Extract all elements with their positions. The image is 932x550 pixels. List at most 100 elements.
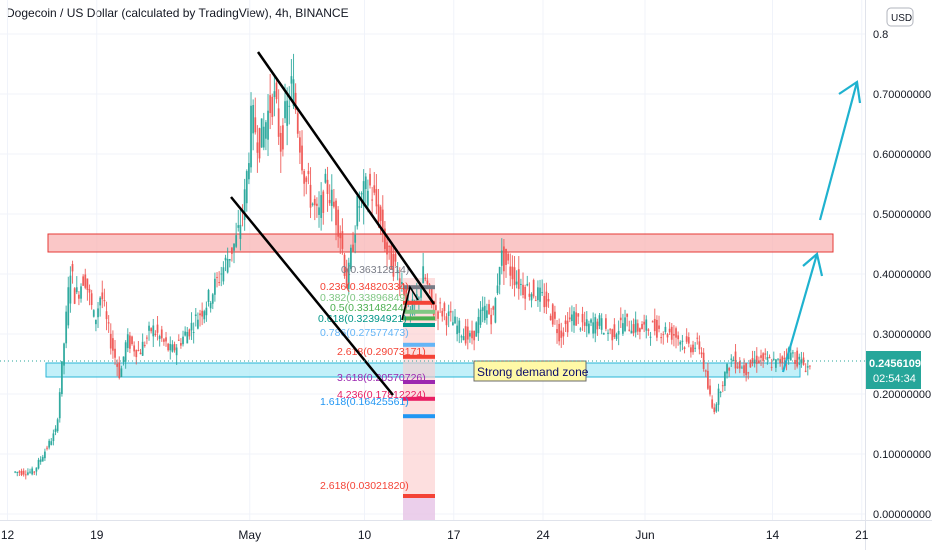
candle-body (339, 232, 342, 239)
candle-body (809, 365, 811, 367)
candle-body (18, 471, 21, 473)
candle-body (488, 304, 490, 314)
candle-body (617, 330, 620, 335)
candle-body (22, 470, 25, 475)
candle-body (148, 325, 150, 331)
candle-body (182, 336, 184, 345)
candle-body (313, 198, 316, 206)
candle-body (772, 358, 775, 360)
candle-body (41, 456, 44, 462)
candle-body (118, 362, 121, 378)
candle-body (141, 341, 144, 356)
candle-body (377, 204, 380, 223)
candle-body (44, 451, 46, 459)
candle-body (428, 284, 431, 286)
candle-body (475, 322, 478, 337)
candle-body (447, 311, 450, 316)
candle-body (237, 225, 240, 228)
fib-level-bar (403, 323, 435, 327)
candle-body (634, 319, 637, 333)
candle-body (245, 171, 248, 204)
current-price-value: 0.24561091 (869, 358, 927, 370)
channel-lower-line[interactable] (230, 196, 394, 396)
projection-arrow-short[interactable] (781, 251, 824, 373)
projection-arrow-long[interactable] (818, 80, 862, 221)
candle-body (303, 170, 306, 184)
candle-body (109, 333, 112, 349)
candle-body (732, 359, 735, 362)
currency-label: USD (891, 13, 912, 24)
candle-body (545, 291, 548, 307)
candle-body (158, 336, 161, 339)
candle-body (717, 388, 720, 405)
candle-body (749, 359, 752, 368)
channel-upper-line[interactable] (256, 51, 436, 305)
candle-body (636, 323, 639, 332)
candle-body (350, 247, 352, 270)
candle-body (753, 359, 756, 363)
candle-body (48, 440, 51, 448)
candle-body (647, 329, 650, 331)
candle-body (420, 286, 422, 298)
candle-body (165, 337, 167, 342)
candle-body (666, 334, 669, 338)
candle-body (322, 191, 325, 213)
grid (0, 0, 865, 520)
candle-body (205, 307, 208, 316)
candle-body (496, 285, 499, 294)
candle-body (173, 344, 176, 351)
candle-body (738, 361, 741, 369)
candle-body (103, 300, 106, 302)
candle-body (267, 110, 269, 140)
candle-body (258, 128, 261, 159)
candle-body (220, 273, 223, 275)
candle-body (645, 319, 648, 331)
candle-body (260, 118, 263, 148)
candle-body (27, 472, 29, 475)
candle-body (422, 266, 425, 284)
candle-body (755, 355, 758, 364)
candle-body (566, 320, 569, 333)
time-axis[interactable]: 1219May101724Jun1421Jul (1, 528, 932, 542)
candle-body (677, 335, 680, 340)
candle-body (721, 385, 724, 387)
candle-body (670, 326, 673, 340)
candle-body (129, 335, 131, 349)
fib-level-bar (403, 300, 435, 305)
candle-body (90, 293, 93, 305)
candle-body (31, 468, 34, 475)
candle-body (345, 268, 348, 289)
candle-body (781, 356, 784, 363)
candle-body (401, 281, 403, 285)
candle-body (783, 357, 786, 360)
candle-body (288, 105, 291, 107)
candle-body (131, 336, 133, 345)
candle-body (673, 333, 675, 336)
currency-button[interactable] (886, 7, 914, 27)
candle-body (156, 324, 159, 333)
candle-body (466, 326, 469, 340)
candle-body (362, 181, 365, 207)
candle-body (254, 117, 257, 133)
candle-body (424, 277, 427, 280)
candle-body (794, 359, 796, 364)
candle-body (728, 367, 731, 371)
current-price-badge (866, 351, 921, 389)
candle-body (194, 314, 197, 317)
candle-body (743, 365, 745, 374)
candle-body (439, 302, 442, 304)
candle-body (483, 305, 486, 321)
candle-body (583, 322, 586, 326)
candle-body (411, 299, 414, 315)
candle-body (326, 179, 329, 194)
price-axis[interactable]: 0.00000000 0.10000000 0.20000000 0.30000000… (873, 29, 931, 521)
candle-body (262, 126, 265, 148)
resistance-zone[interactable] (47, 233, 834, 253)
candle-body (473, 330, 476, 341)
candle-body (575, 312, 578, 326)
candle-body (316, 203, 318, 206)
candle-body (360, 193, 363, 195)
candle-body (277, 108, 280, 137)
candle-body (577, 313, 580, 317)
